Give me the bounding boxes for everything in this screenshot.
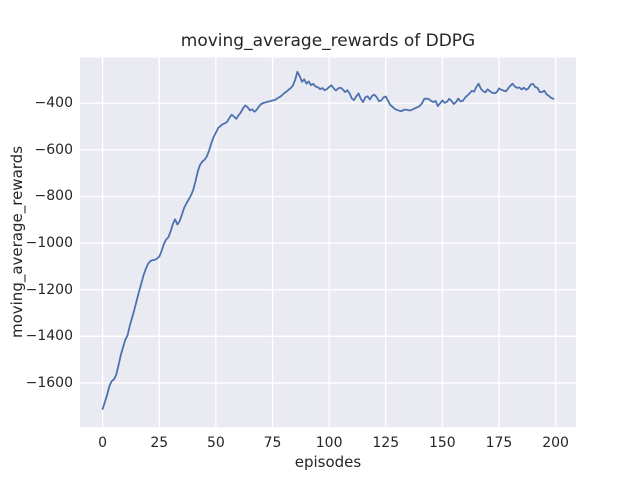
series-line bbox=[101, 70, 555, 410]
y-tick-label: −600 bbox=[34, 141, 73, 158]
y-tick-label: −400 bbox=[34, 95, 73, 112]
y-tick-label: −1000 bbox=[25, 235, 73, 252]
x-tick-label: 0 bbox=[98, 435, 108, 451]
y-tick-label: −1200 bbox=[25, 281, 73, 298]
x-tick-label: 175 bbox=[485, 435, 513, 451]
x-tick-label: 100 bbox=[315, 435, 343, 451]
x-tick-label: 75 bbox=[263, 435, 282, 451]
axes-background bbox=[80, 57, 576, 428]
y-tick-label: −1400 bbox=[25, 328, 73, 345]
x-tick-label: 200 bbox=[542, 435, 569, 451]
x-tick-label: 150 bbox=[428, 435, 456, 451]
chart-title: moving_average_rewards of DDPG bbox=[180, 31, 476, 51]
x-tick-label: 125 bbox=[372, 435, 400, 451]
x-axis-label: episodes bbox=[294, 453, 362, 471]
y-tick-label: −800 bbox=[34, 188, 73, 205]
x-tick-label: 50 bbox=[206, 435, 225, 451]
y-tick-label: −1600 bbox=[25, 374, 73, 391]
x-tick-label: 25 bbox=[150, 435, 169, 451]
